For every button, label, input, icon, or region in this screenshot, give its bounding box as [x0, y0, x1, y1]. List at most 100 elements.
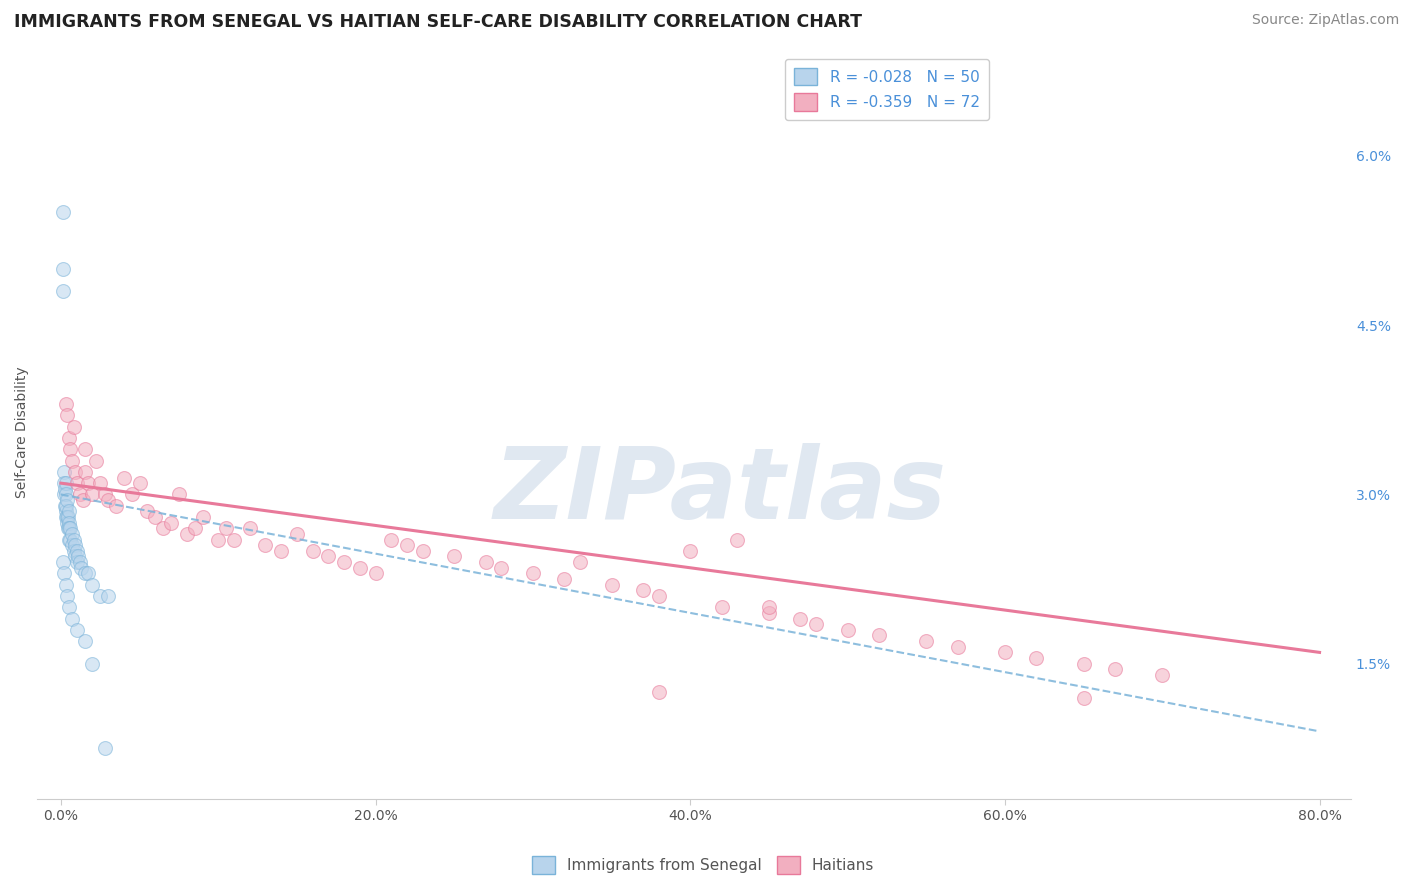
- Point: [66, 555, 89, 569]
- Point: [60, 453, 83, 467]
- Point: [53, 465, 76, 479]
- Point: [59, 442, 82, 457]
- Point: [758, 600, 780, 615]
- Point: [631, 583, 654, 598]
- Point: [82, 577, 104, 591]
- Point: [73, 566, 96, 581]
- Point: [56, 510, 79, 524]
- Point: [207, 533, 229, 547]
- Point: [522, 566, 544, 581]
- Point: [789, 611, 811, 625]
- Point: [69, 487, 91, 501]
- Point: [868, 628, 890, 642]
- Legend: R = -0.028   N = 50, R = -0.359   N = 72: R = -0.028 N = 50, R = -0.359 N = 72: [785, 59, 988, 120]
- Point: [58, 533, 80, 547]
- Point: [55, 499, 77, 513]
- Point: [679, 544, 702, 558]
- Point: [55, 510, 77, 524]
- Point: [66, 623, 89, 637]
- Point: [58, 521, 80, 535]
- Point: [349, 561, 371, 575]
- Point: [167, 487, 190, 501]
- Point: [52, 261, 75, 276]
- Point: [176, 527, 198, 541]
- Point: [725, 533, 748, 547]
- Point: [58, 516, 80, 530]
- Point: [67, 549, 90, 564]
- Point: [51, 205, 73, 219]
- Point: [94, 741, 117, 756]
- Point: [55, 397, 77, 411]
- Point: [62, 419, 84, 434]
- Point: [270, 544, 292, 558]
- Point: [183, 521, 205, 535]
- Point: [474, 555, 496, 569]
- Point: [412, 544, 434, 558]
- Point: [60, 527, 83, 541]
- Point: [804, 617, 827, 632]
- Point: [56, 521, 79, 535]
- Point: [82, 657, 104, 671]
- Point: [1073, 690, 1095, 705]
- Point: [89, 589, 111, 603]
- Point: [915, 634, 938, 648]
- Point: [1025, 651, 1047, 665]
- Point: [491, 561, 513, 575]
- Point: [396, 538, 419, 552]
- Point: [128, 476, 150, 491]
- Point: [52, 285, 75, 299]
- Point: [105, 499, 128, 513]
- Point: [364, 566, 387, 581]
- Point: [97, 589, 120, 603]
- Point: [553, 572, 575, 586]
- Point: [55, 577, 77, 591]
- Point: [69, 555, 91, 569]
- Point: [758, 606, 780, 620]
- Point: [60, 611, 83, 625]
- Text: IMMIGRANTS FROM SENEGAL VS HAITIAN SELF-CARE DISABILITY CORRELATION CHART: IMMIGRANTS FROM SENEGAL VS HAITIAN SELF-…: [14, 13, 862, 31]
- Point: [254, 538, 277, 552]
- Point: [994, 645, 1017, 659]
- Legend: Immigrants from Senegal, Haitians: Immigrants from Senegal, Haitians: [526, 850, 880, 880]
- Point: [1152, 668, 1174, 682]
- Point: [380, 533, 402, 547]
- Point: [837, 623, 859, 637]
- Point: [66, 544, 89, 558]
- Point: [72, 493, 94, 508]
- Point: [58, 600, 80, 615]
- Point: [285, 527, 308, 541]
- Point: [76, 566, 98, 581]
- Point: [56, 510, 79, 524]
- Point: [191, 510, 214, 524]
- Point: [59, 533, 82, 547]
- Point: [55, 476, 77, 491]
- Point: [94, 487, 117, 501]
- Point: [63, 465, 86, 479]
- Point: [1104, 662, 1126, 676]
- Point: [160, 516, 183, 530]
- Point: [121, 487, 143, 501]
- Point: [569, 555, 592, 569]
- Point: [1073, 657, 1095, 671]
- Point: [318, 549, 340, 564]
- Point: [56, 409, 79, 423]
- Y-axis label: Self-Care Disability: Self-Care Disability: [15, 367, 30, 499]
- Point: [710, 600, 733, 615]
- Point: [215, 521, 238, 535]
- Point: [73, 442, 96, 457]
- Text: Source: ZipAtlas.com: Source: ZipAtlas.com: [1251, 13, 1399, 28]
- Point: [59, 521, 82, 535]
- Point: [73, 634, 96, 648]
- Point: [53, 566, 76, 581]
- Point: [62, 544, 84, 558]
- Point: [84, 453, 107, 467]
- Point: [333, 555, 356, 569]
- Point: [62, 533, 84, 547]
- Point: [600, 577, 623, 591]
- Point: [82, 487, 104, 501]
- Point: [58, 431, 80, 445]
- Point: [648, 685, 671, 699]
- Point: [946, 640, 969, 654]
- Point: [58, 504, 80, 518]
- Point: [97, 493, 120, 508]
